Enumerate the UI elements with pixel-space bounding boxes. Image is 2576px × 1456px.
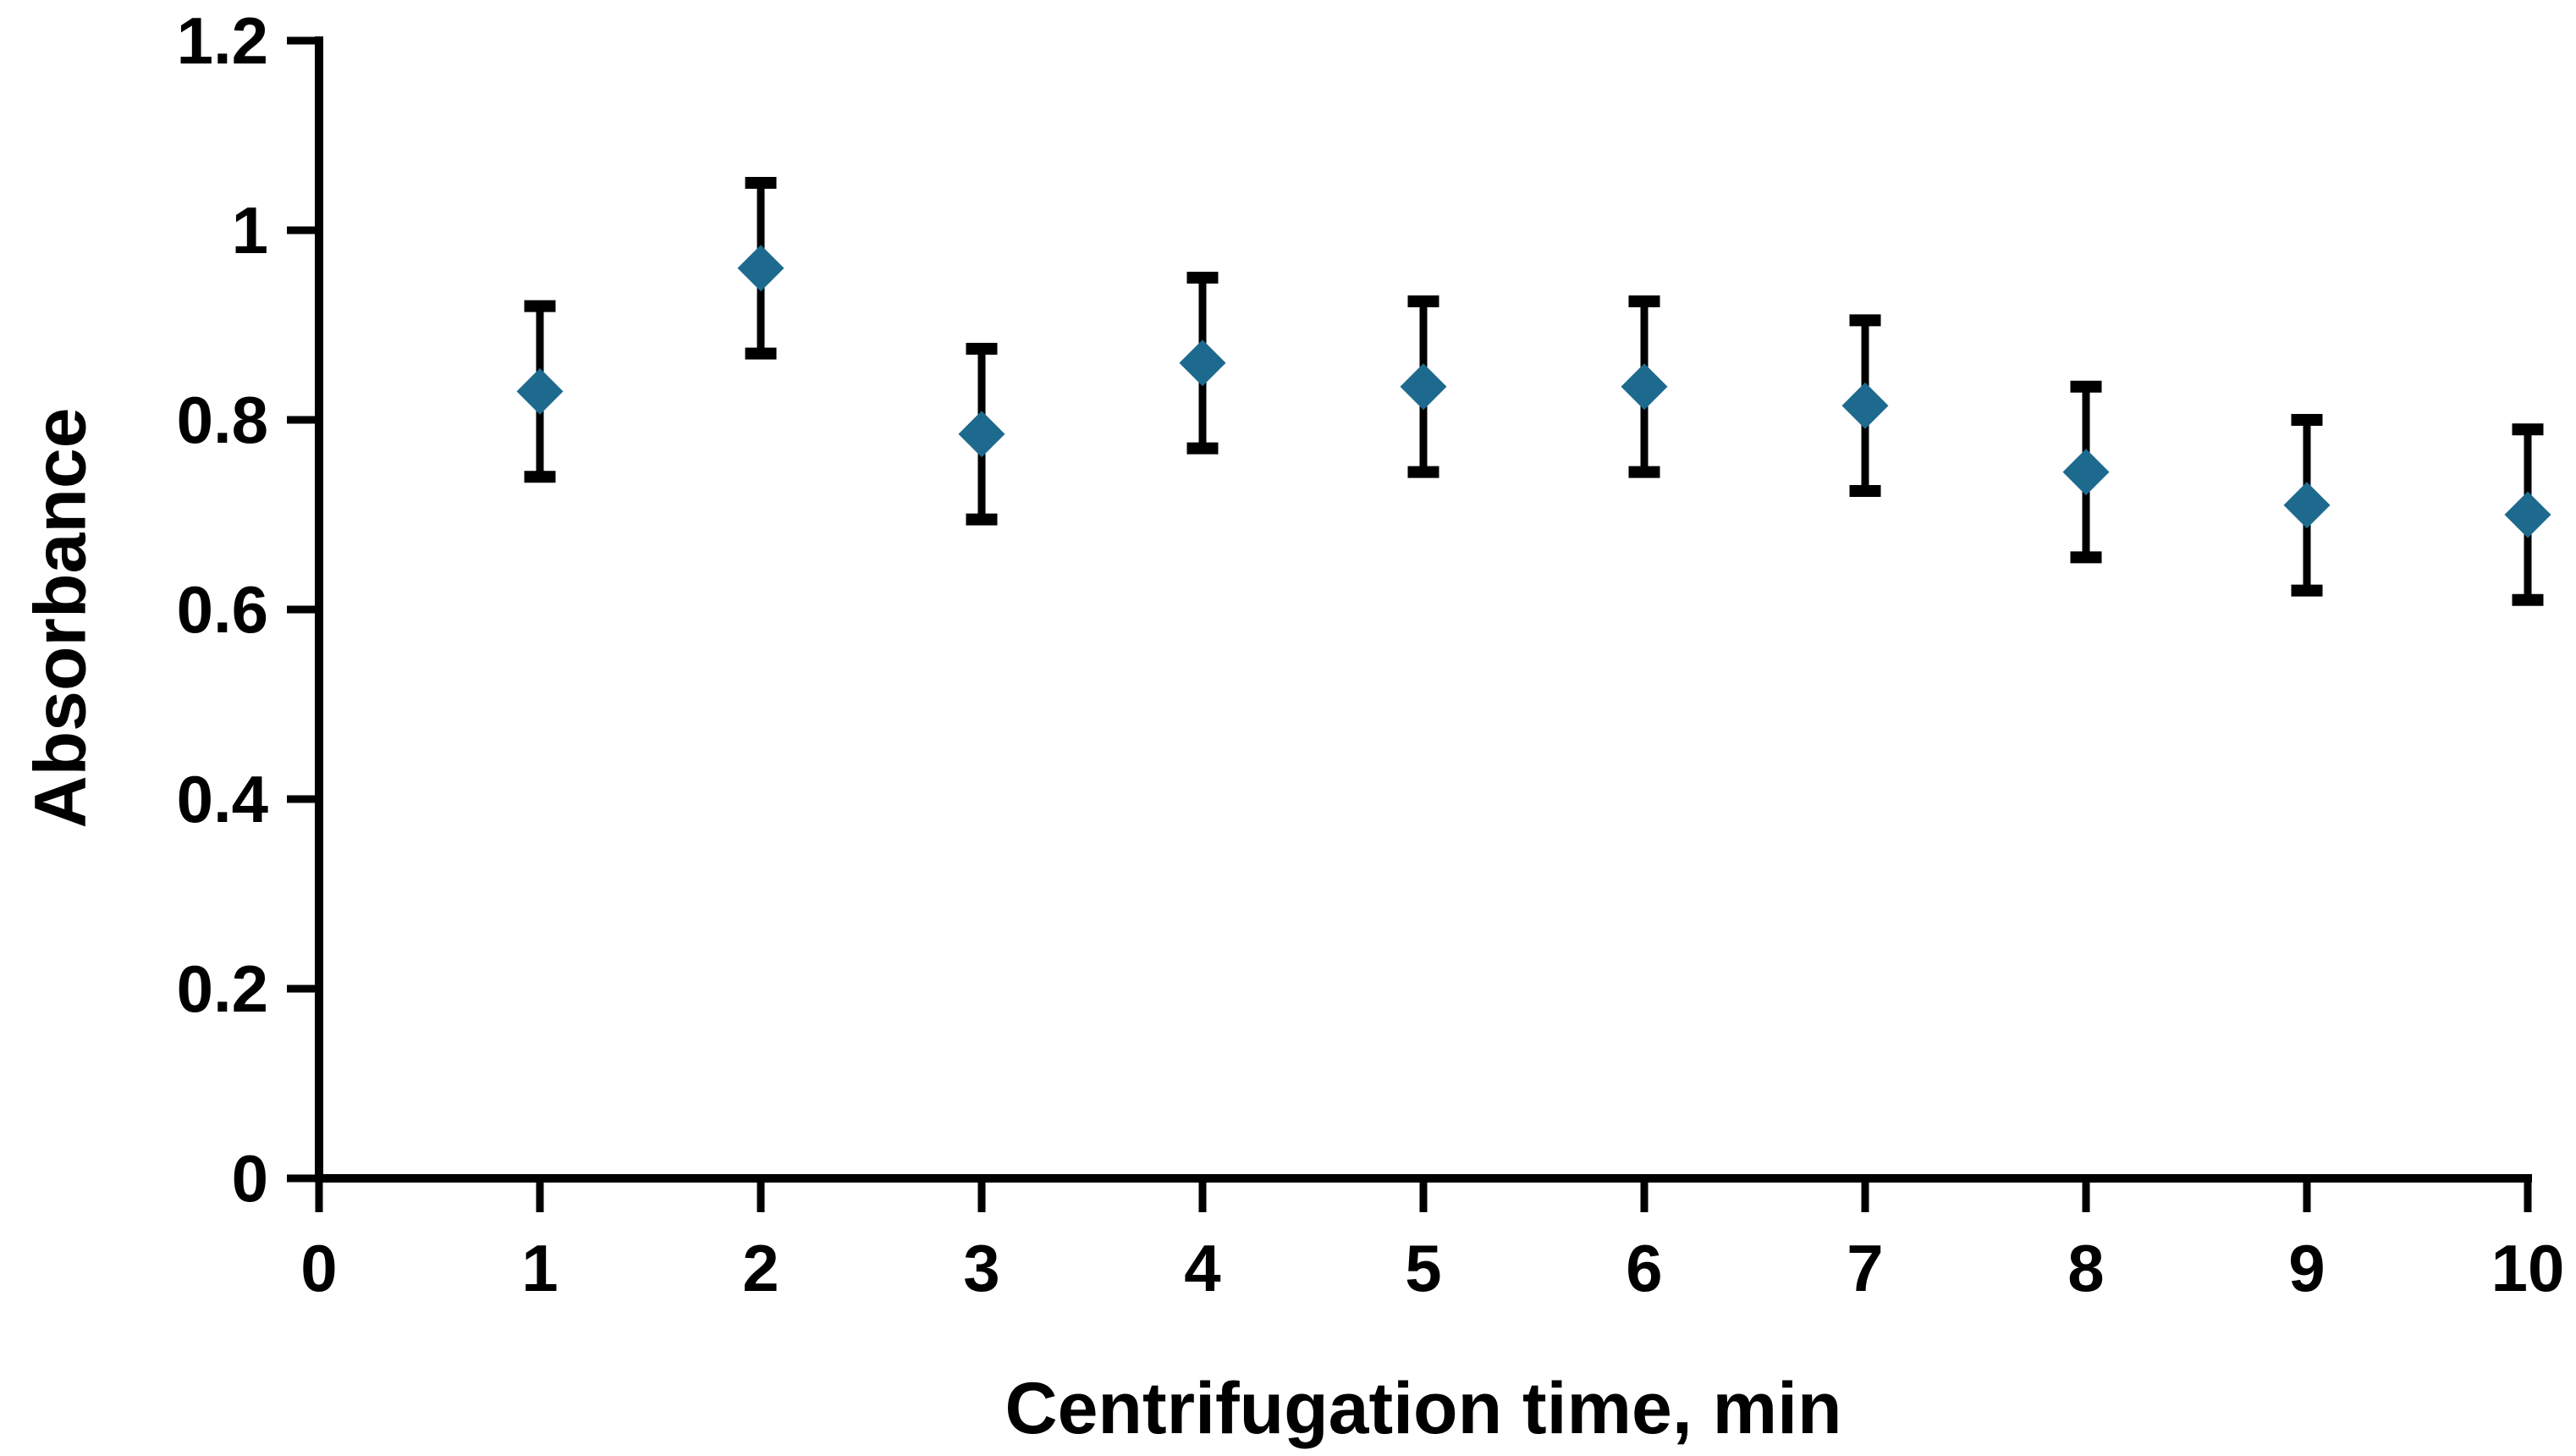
x-tick-label: 1 — [521, 1231, 558, 1305]
x-tick-label: 3 — [963, 1231, 999, 1305]
data-point-marker — [2062, 449, 2110, 496]
x-tick-label: 5 — [1405, 1231, 1441, 1305]
y-tick-label: 0 — [232, 1141, 268, 1216]
data-point-marker — [2283, 482, 2331, 529]
x-tick-label: 6 — [1626, 1231, 1662, 1305]
x-tick-label: 9 — [2288, 1231, 2325, 1305]
x-tick-label: 4 — [1184, 1231, 1220, 1305]
x-tick-label: 0 — [300, 1231, 337, 1305]
data-point-marker — [958, 411, 1005, 458]
y-tick-label: 0.6 — [177, 572, 268, 647]
y-tick-label: 1.2 — [177, 3, 268, 78]
data-point-marker — [2504, 491, 2551, 538]
data-point-marker — [1400, 363, 1447, 411]
x-axis-title: Centrifugation time, min — [1005, 1368, 1842, 1449]
y-axis-title: Absorbance — [19, 407, 102, 829]
data-point-marker — [1621, 363, 1668, 411]
data-point-marker — [737, 245, 784, 292]
data-point-marker — [516, 367, 564, 415]
x-tick-label: 2 — [742, 1231, 779, 1305]
x-tick-label: 8 — [2067, 1231, 2104, 1305]
y-tick-label: 0.4 — [177, 762, 268, 836]
data-point-marker — [1841, 382, 1889, 429]
y-tick-label: 0.8 — [177, 383, 268, 457]
y-tick-label: 0.2 — [177, 951, 268, 1026]
x-tick-label: 7 — [1847, 1231, 1883, 1305]
data-point-marker — [1179, 339, 1226, 387]
y-tick-label: 1 — [232, 193, 268, 267]
x-tick-label: 10 — [2491, 1231, 2565, 1305]
